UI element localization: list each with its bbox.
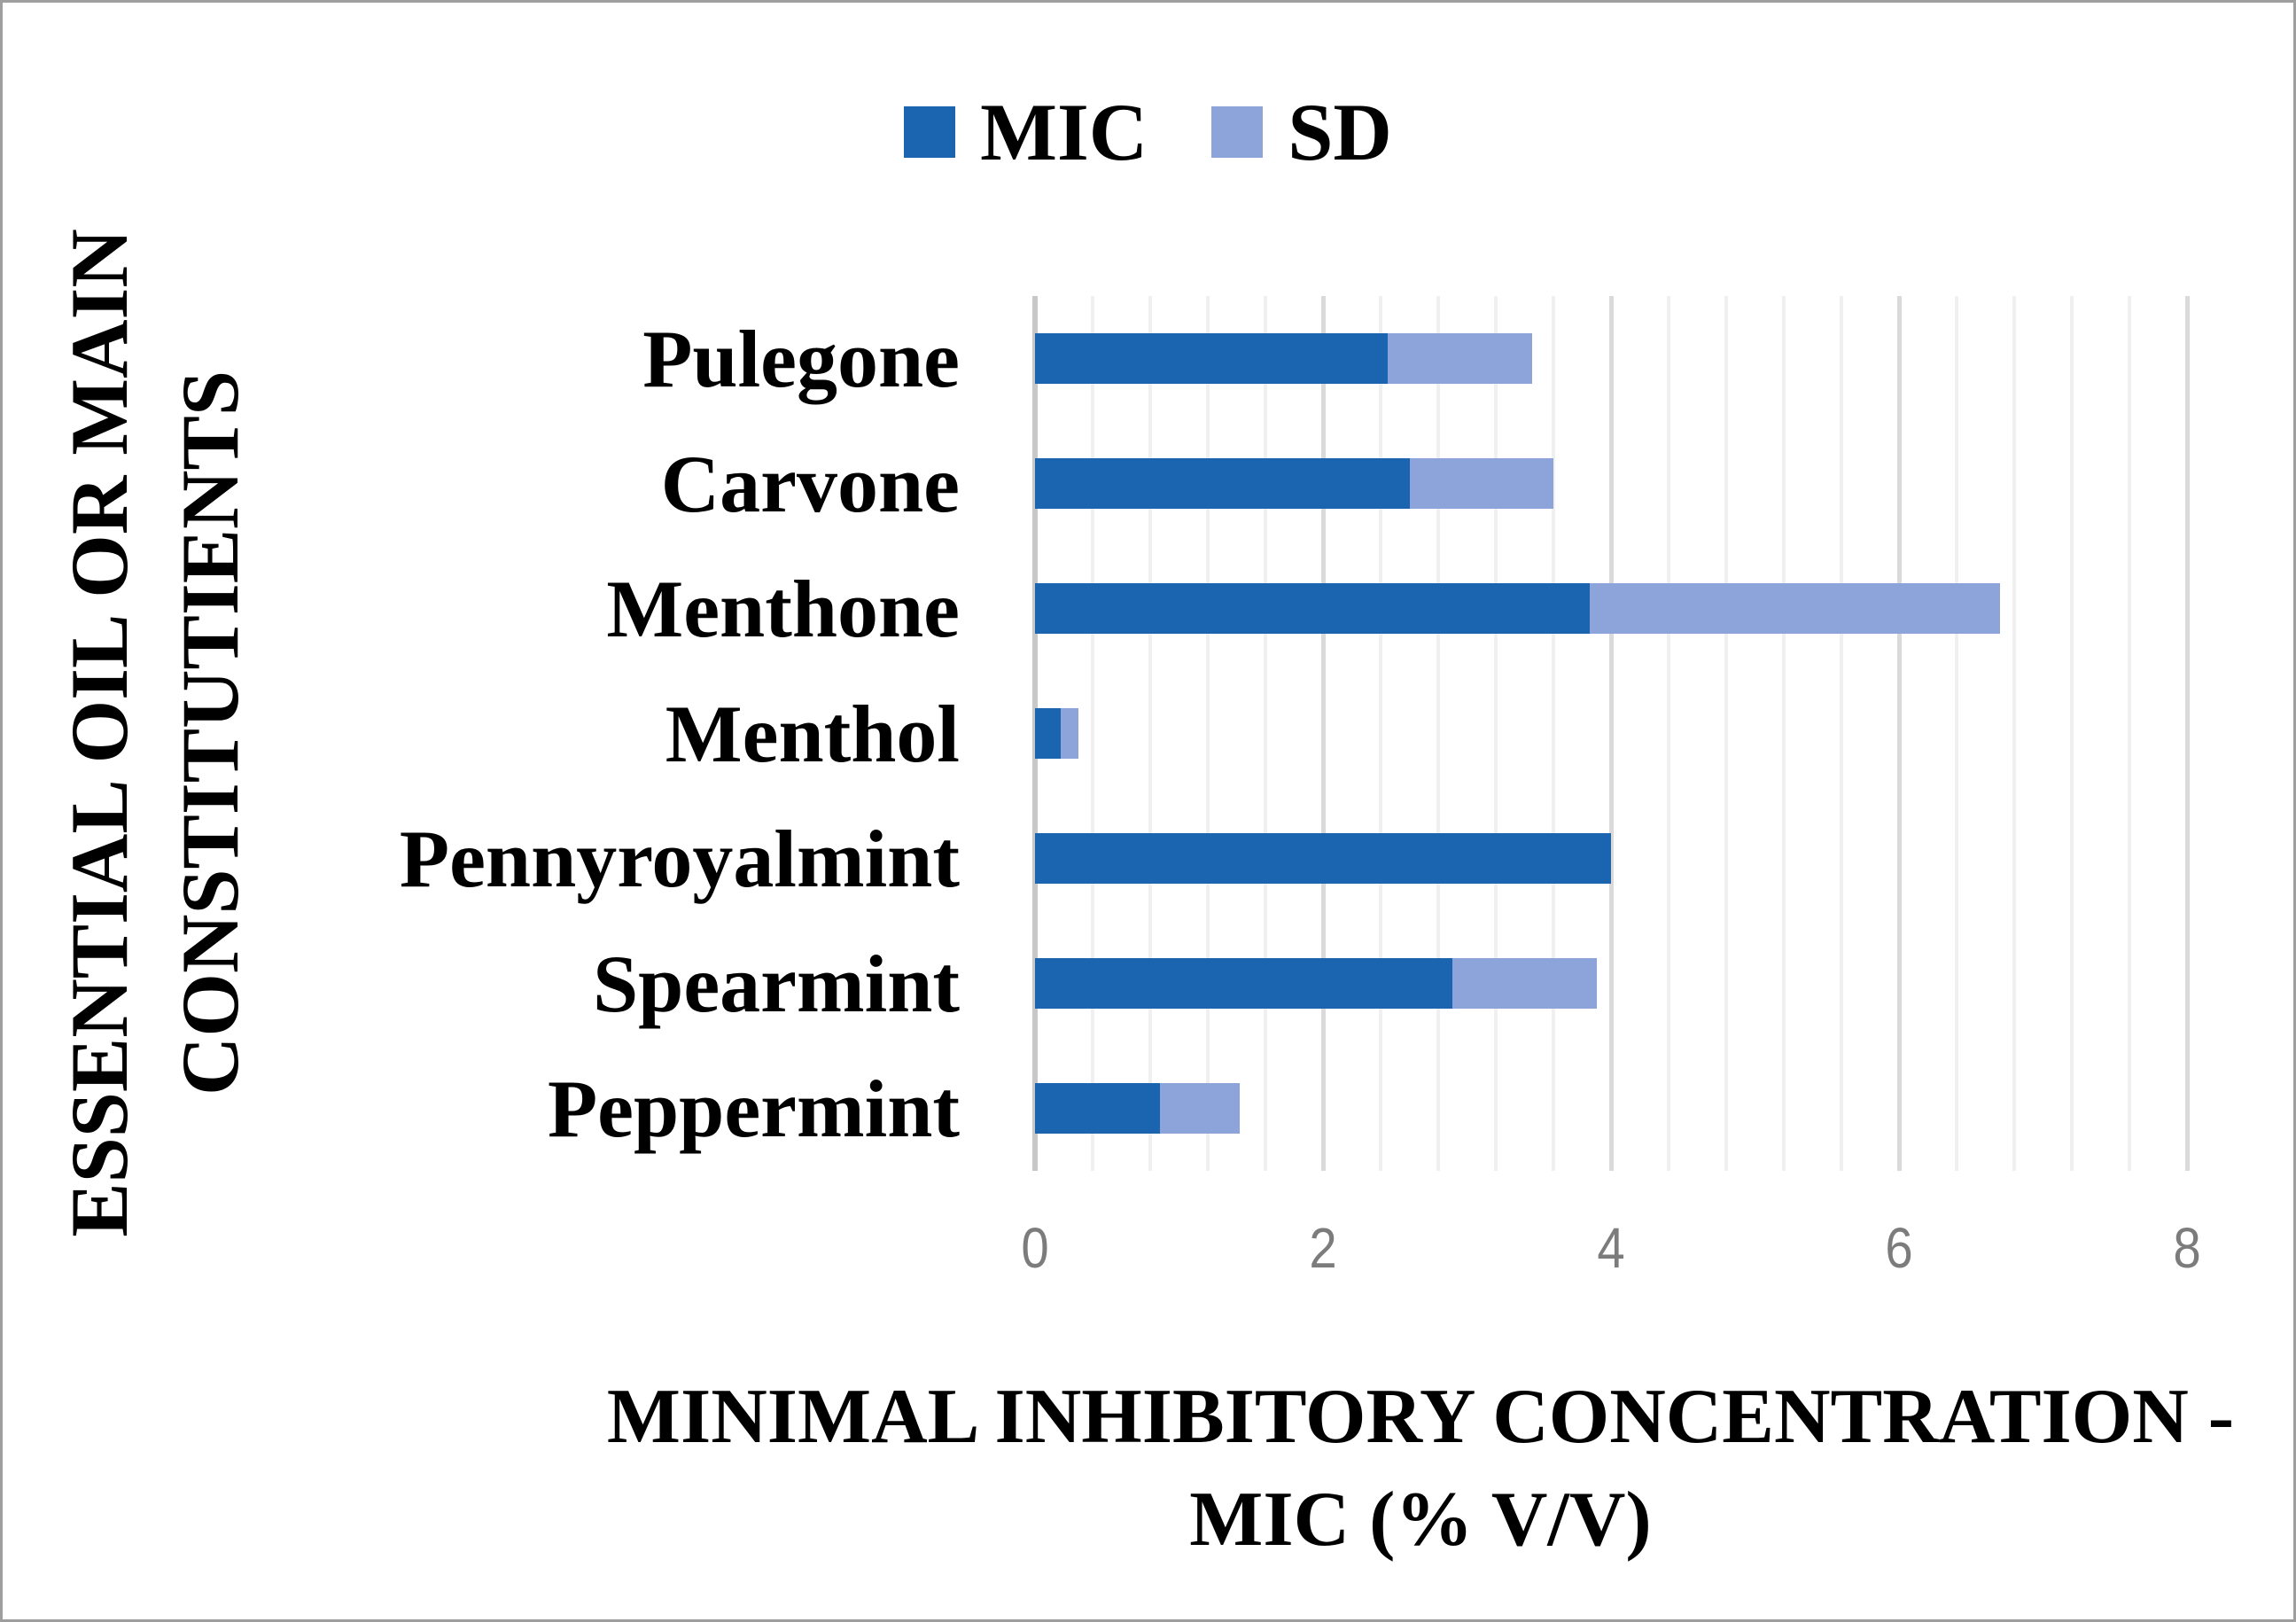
legend-swatch-sd-icon <box>1211 106 1264 158</box>
bar-segment-mic-peppermint <box>1035 1083 1161 1134</box>
bar-segment-sd-menthone <box>1589 583 2000 634</box>
x-axis-title: MINIMAL INHIBITORY CONCENTRATION - MIC (… <box>579 1366 2262 1571</box>
minor-gridline <box>1436 296 1440 1171</box>
major-gridline <box>1608 296 1614 1171</box>
x-tick-label: 6 <box>1885 1216 1913 1280</box>
x-tick-label: 0 <box>1021 1216 1049 1280</box>
x-axis-tick-labels: 0 2 4 6 8 <box>3 1215 2293 1286</box>
category-label: Pennyroyalmint <box>399 813 960 904</box>
minor-gridline <box>1148 296 1152 1171</box>
legend-swatch-mic-icon <box>904 106 956 158</box>
x-tick-label: 2 <box>1309 1216 1337 1280</box>
minor-gridline <box>1206 296 1210 1171</box>
legend: MIC SD <box>3 91 2293 173</box>
x-axis-title-line-1: MINIMAL INHIBITORY CONCENTRATION - <box>606 1374 2235 1460</box>
bar-segment-sd-spearmint <box>1452 958 1597 1009</box>
category-axis-labels: Pulegone Carvone Menthone Menthol Pennyroyal… <box>269 296 960 1171</box>
category-label: Carvone <box>660 438 960 529</box>
minor-gridline <box>1552 296 1555 1171</box>
bar-segment-sd-pulegone <box>1388 333 1532 384</box>
x-tick-label: 8 <box>2173 1216 2201 1280</box>
minor-gridline <box>2070 296 2074 1171</box>
minor-gridline <box>1091 296 1094 1171</box>
major-gridline <box>1896 296 1902 1171</box>
category-label: Peppermint <box>547 1063 960 1154</box>
legend-item-sd: SD <box>1211 91 1392 173</box>
x-tick-label: 4 <box>1597 1216 1625 1280</box>
bar-segment-mic-pulegone <box>1035 333 1389 384</box>
bar-segment-sd-carvone <box>1409 458 1553 509</box>
x-axis-title-line-2: MIC (% V/V) <box>1189 1477 1652 1563</box>
legend-item-mic: MIC <box>904 91 1148 173</box>
category-label: Menthone <box>606 563 960 654</box>
category-label: Menthol <box>665 688 960 779</box>
bar-segment-mic-pennyroyalmint <box>1035 833 1611 884</box>
bar-segment-sd-peppermint <box>1160 1083 1240 1134</box>
minor-gridline <box>1782 296 1786 1171</box>
bar-segment-mic-menthone <box>1035 583 1590 634</box>
y-axis-title-line-1: ESSENTIAL OIL OR MAIN <box>54 229 144 1237</box>
legend-label-mic: MIC <box>980 87 1148 177</box>
category-label: Spearmint <box>593 938 960 1029</box>
minor-gridline <box>1494 296 1498 1171</box>
plot-area <box>1032 296 2190 1171</box>
bar-segment-mic-menthol <box>1035 708 1062 759</box>
y-axis-title-line-2: CONSTITUTIENTS <box>165 370 255 1096</box>
minor-gridline <box>1264 296 1267 1171</box>
category-label: Pulegone <box>642 313 960 404</box>
bar-segment-sd-menthol <box>1061 708 1078 759</box>
major-gridline <box>1320 296 1326 1171</box>
minor-gridline <box>1724 296 1728 1171</box>
major-gridline <box>2184 296 2190 1171</box>
minor-gridline <box>1840 296 1843 1171</box>
minor-gridline <box>1955 296 1958 1171</box>
minor-gridline <box>1667 296 1670 1171</box>
minor-gridline <box>2128 296 2131 1171</box>
minor-gridline <box>1379 296 1382 1171</box>
bar-segment-mic-carvone <box>1035 458 1410 509</box>
y-axis-title: ESSENTIAL OIL OR MAIN CONSTITUTIENTS <box>44 68 266 1398</box>
bar-segment-mic-spearmint <box>1035 958 1453 1009</box>
legend-label-sd: SD <box>1288 87 1392 177</box>
minor-gridline <box>2012 296 2016 1171</box>
